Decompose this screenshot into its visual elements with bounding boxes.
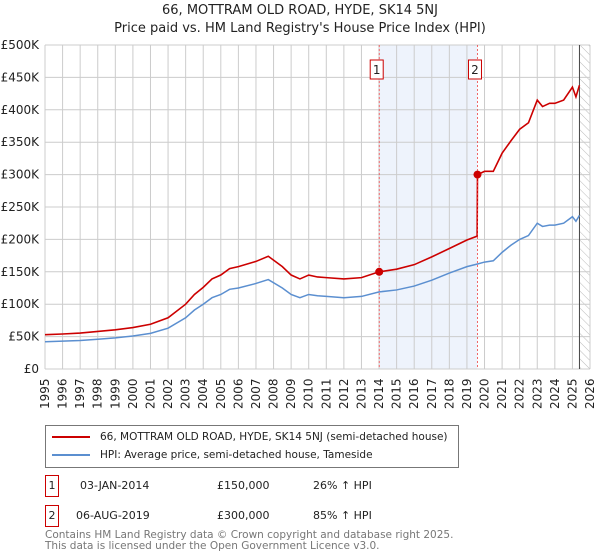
x-tick-label: 2025 xyxy=(565,378,579,409)
sale-point xyxy=(473,170,482,179)
x-tick-label: 2008 xyxy=(267,378,281,409)
y-tick-label: £150K xyxy=(1,265,41,279)
y-tick-label: £400K xyxy=(1,103,41,117)
sale-date: 06-AUG-2019 xyxy=(76,509,150,522)
series-line-hpi xyxy=(44,215,581,343)
sale-marker-box xyxy=(467,59,482,80)
x-tick-label: 2023 xyxy=(530,378,544,409)
sale-marker-label: 2 xyxy=(471,63,479,77)
x-tick-label: 2015 xyxy=(390,378,404,409)
x-tick-label: 1997 xyxy=(73,378,87,409)
sale-marker-label: 2 xyxy=(45,505,59,527)
x-tick-label: 1996 xyxy=(56,378,70,409)
legend-swatch-blue xyxy=(52,454,90,456)
footer-line-1: Contains HM Land Registry data © Crown c… xyxy=(45,529,454,541)
x-tick-label: 1998 xyxy=(91,378,105,409)
y-tick-label: £500K xyxy=(1,38,41,52)
x-tick-label: 2021 xyxy=(495,378,509,409)
legend-item-property: 66, MOTTRAM OLD ROAD, HYDE, SK14 5NJ (se… xyxy=(52,431,448,443)
legend-swatch-red xyxy=(52,436,90,438)
x-tick-label: 2000 xyxy=(126,378,140,409)
y-tick-label: £450K xyxy=(1,70,41,84)
legend: 66, MOTTRAM OLD ROAD, HYDE, SK14 5NJ (se… xyxy=(45,425,459,468)
series-line-property xyxy=(44,84,581,336)
x-tick-label: 2005 xyxy=(214,378,228,409)
y-tick-label: £0 xyxy=(24,362,39,376)
y-tick-label: £300K xyxy=(1,168,41,182)
y-tick-label: £350K xyxy=(1,135,41,149)
x-tick-label: 2026 xyxy=(583,378,597,409)
sale-price: £150,000 xyxy=(217,479,270,492)
footer-line-2: This data is licensed under the Open Gov… xyxy=(45,540,380,552)
y-tick-label: £200K xyxy=(1,232,41,246)
x-tick-label: 2012 xyxy=(337,378,351,409)
legend-label: 66, MOTTRAM OLD ROAD, HYDE, SK14 5NJ (se… xyxy=(100,431,448,443)
sale-price: £300,000 xyxy=(217,509,270,522)
x-tick-label: 2006 xyxy=(231,378,245,409)
sale-point xyxy=(375,267,384,276)
x-tick-label: 2014 xyxy=(372,378,386,409)
plot-area: 1995 1996 1997 1998 1999 2000 2001 2002 2003 2004… xyxy=(1,38,597,409)
y-tick-label: £250K xyxy=(1,200,41,214)
sale-date: 03-JAN-2014 xyxy=(80,479,150,492)
x-tick-label: 2002 xyxy=(161,378,175,409)
x-tick-label: 2018 xyxy=(442,378,456,409)
x-tick-label: 2001 xyxy=(143,378,157,409)
sale-marker-label: 1 xyxy=(373,63,381,77)
legend-item-hpi: HPI: Average price, semi-detached house,… xyxy=(52,449,373,461)
chart-subtitle: Price paid vs. HM Land Registry's House … xyxy=(114,21,486,36)
x-tick-label: 2024 xyxy=(548,378,562,409)
x-tick-label: 2013 xyxy=(354,378,368,409)
x-tick-label: 2022 xyxy=(513,378,527,409)
footer: Contains HM Land Registry data © Crown c… xyxy=(45,530,453,552)
x-tick-label: 1995 xyxy=(38,378,52,409)
sale-hpi-change: 85% ↑ HPI xyxy=(313,509,372,522)
chart-title: 66, MOTTRAM OLD ROAD, HYDE, SK14 5NJ xyxy=(162,3,438,18)
x-tick-label: 2004 xyxy=(196,378,210,409)
x-tick-label: 2017 xyxy=(425,378,439,409)
x-tick-label: 2007 xyxy=(249,378,263,409)
x-tick-label: 1999 xyxy=(108,378,122,409)
x-tick-label: 2009 xyxy=(284,378,298,409)
x-tick-label: 2020 xyxy=(478,378,492,409)
x-tick-label: 2010 xyxy=(302,378,316,409)
x-tick-label: 2003 xyxy=(179,378,193,409)
sale-hpi-change: 26% ↑ HPI xyxy=(313,479,372,492)
y-tick-label: £100K xyxy=(1,297,41,311)
x-tick-label: 2019 xyxy=(460,378,474,409)
y-tick-label: £50K xyxy=(8,330,40,344)
x-tick-label: 2011 xyxy=(319,378,333,409)
x-tick-label: 2016 xyxy=(407,378,421,409)
sale-marker-label: 1 xyxy=(45,475,59,497)
legend-label: HPI: Average price, semi-detached house,… xyxy=(100,449,373,461)
sale-marker-box xyxy=(369,59,384,80)
